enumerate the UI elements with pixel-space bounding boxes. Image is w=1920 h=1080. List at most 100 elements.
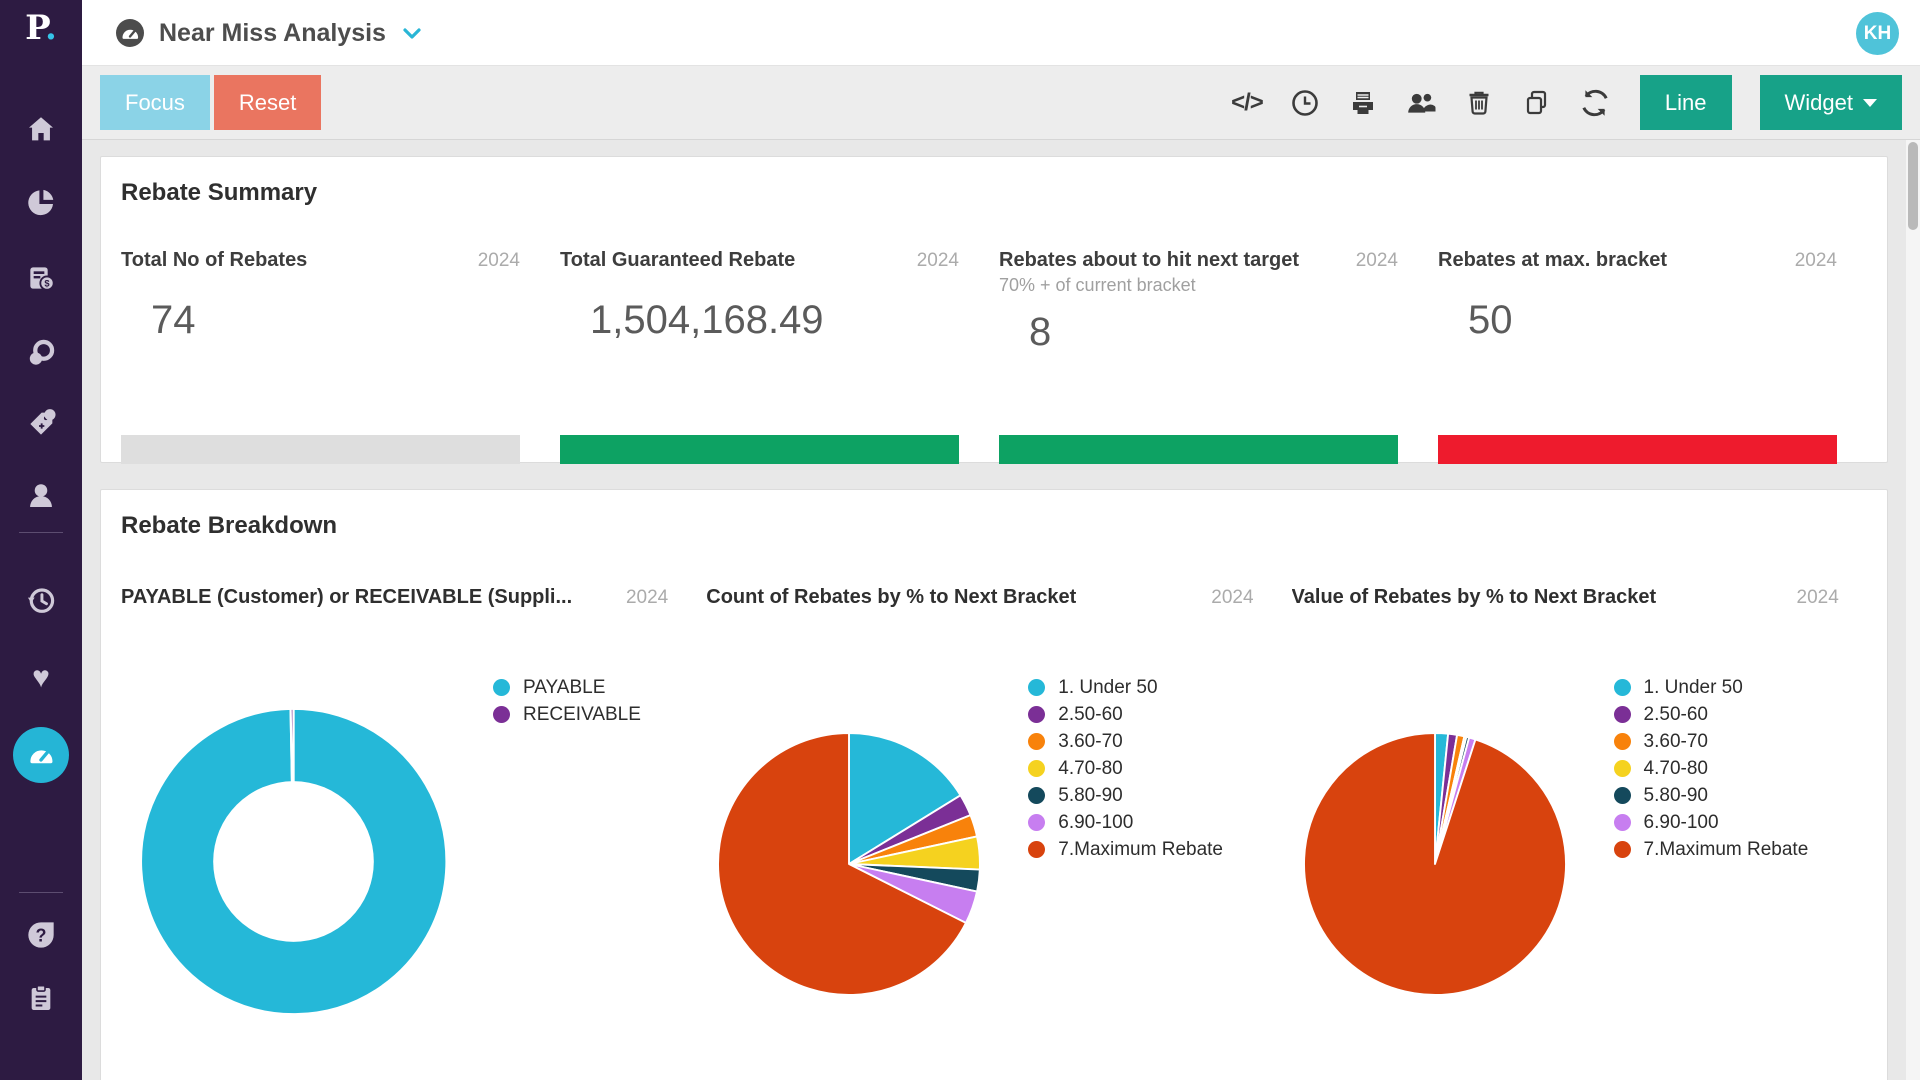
legend-label: RECEIVABLE [523,703,641,725]
focus-button[interactable]: Focus [100,75,210,130]
kpi-total-rebates: Total No of Rebates 2024 74 [121,249,560,464]
toolbar: Focus Reset </> Line Widget [82,66,1920,140]
scrollbar-thumb[interactable] [1908,142,1918,230]
legend-label: 5.80-90 [1643,784,1708,806]
sidebar-item-billing[interactable]: $ [0,250,82,306]
refresh-button[interactable] [1578,86,1612,120]
line-button[interactable]: Line [1639,75,1732,130]
legend-dot [1613,760,1631,777]
legend-label: 3.60-70 [1643,730,1708,752]
rebate-breakdown-card: Rebate Breakdown PAYABLE (Customer) or R… [100,489,1888,1080]
sidebar-item-pricing[interactable] [0,396,82,452]
legend-dot [1028,679,1046,696]
kpi-year: 2024 [1794,250,1837,271]
kpi-subtitle: 70% + of current bracket [999,275,1196,295]
kpi-bar [1438,435,1837,464]
pie-slice [1302,732,1567,996]
legend-label: 6.90-100 [1058,811,1134,833]
sidebar-item-dashboards[interactable] [0,727,82,783]
legend-label: 3.60-70 [1058,730,1123,752]
legend-dot [1028,787,1046,804]
sidebar: P. $ ♥ ? [0,0,82,1080]
legend-dot [1613,733,1631,750]
print-button[interactable] [1346,86,1380,120]
kpi-label: Total No of Rebates [121,249,308,271]
share-users-button[interactable] [1404,86,1438,120]
avatar[interactable]: KH [1856,12,1899,55]
sidebar-item-analytics[interactable] [0,174,82,230]
tag-icon [30,409,56,435]
page-title: Near Miss Analysis [159,18,386,47]
sidebar-item-deals[interactable] [0,325,82,381]
legend-item: 5.80-90 [1613,782,1809,809]
kpi-year: 2024 [1355,250,1398,271]
chart-title: Count of Rebates by % to Next Bracket [706,586,1077,608]
legend-item: 3.60-70 [1028,728,1223,755]
app-logo[interactable]: P. [25,8,57,48]
chart-year: 2024 [625,587,669,608]
legend-dot [493,706,510,723]
invoice-dollar-icon: $ [30,267,55,291]
legend-item: 1. Under 50 [1613,674,1809,701]
schedule-button[interactable] [1288,86,1322,120]
legend-label: 7.Maximum Rebate [1643,838,1809,860]
legend-label: 1. Under 50 [1058,676,1158,698]
chart-title: PAYABLE (Customer) or RECEIVABLE (Suppli… [121,586,573,608]
legend-item: 1. Under 50 [1028,674,1223,701]
sidebar-item-help[interactable]: ? [0,907,82,963]
legend-item: 7.Maximum Rebate [1613,836,1809,863]
chart-legend: 1. Under 50 2.50-60 3.60-70 4.70-80 5.80-90 6… [1028,674,1223,863]
reset-button[interactable]: Reset [213,75,322,130]
home-icon [29,117,53,141]
rebate-summary-card: Rebate Summary Total No of Rebates 2024 7… [100,156,1888,464]
pie-chart-icon [28,189,54,216]
user-icon [30,484,52,507]
legend-dot [1613,814,1631,831]
chart-legend: 1. Under 50 2.50-60 3.60-70 4.70-80 5.80-90 6… [1613,674,1809,863]
legend-dot [493,679,510,696]
sidebar-item-users[interactable] [0,467,82,523]
kpi-label: Rebates about to hit next target [999,249,1300,271]
legend-item: 2.50-60 [1028,701,1223,728]
legend-item: RECEIVABLE [493,701,641,728]
kpi-value: 50 [1468,298,1513,342]
chart-count-by-bracket: Count of Rebates by % to Next Bracket 202… [706,586,1291,1080]
legend-dot [1028,841,1046,858]
summary-title: Rebate Summary [121,179,318,206]
sidebar-item-tasks[interactable] [0,970,82,1026]
legend-label: 2.50-60 [1058,703,1123,725]
legend-item: 4.70-80 [1613,755,1809,782]
legend-label: 1. Under 50 [1643,676,1743,698]
vertical-scrollbar [1906,140,1920,1080]
kpi-label: Rebates at max. bracket [1438,249,1668,271]
legend-dot [1028,733,1046,750]
widget-button-label: Widget [1784,89,1853,115]
chart-year: 2024 [1796,587,1839,608]
sidebar-item-home[interactable] [0,101,82,157]
charts-row: PAYABLE (Customer) or RECEIVABLE (Suppli… [121,586,1877,1080]
code-button[interactable]: </> [1230,86,1264,120]
kpi-bar [560,435,959,464]
delete-button[interactable] [1462,86,1496,120]
kpi-bar [121,435,520,464]
sidebar-item-history[interactable] [0,572,82,628]
printer-icon [1352,91,1373,114]
widget-button[interactable]: Widget [1759,75,1902,130]
legend-item: 3.60-70 [1613,728,1809,755]
chevron-down-icon [1863,98,1877,107]
legend-item: 6.90-100 [1028,809,1223,836]
title-chevron-down-icon[interactable] [400,21,424,45]
kpi-guaranteed-rebate: Total Guaranteed Rebate 2024 1,504,168.49 [560,249,999,464]
svg-text:$: $ [44,278,50,288]
dashboard-gauge-icon [116,19,144,47]
sidebar-item-favorites[interactable]: ♥ [0,650,82,706]
kpi-value: 8 [1029,310,1052,354]
duplicate-button[interactable] [1520,86,1554,120]
pie-chart [717,732,982,996]
legend-item: 2.50-60 [1613,701,1809,728]
pie-slice [717,732,968,996]
kpi-value: 74 [151,298,196,342]
legend-item: 5.80-90 [1028,782,1223,809]
chart-year: 2024 [1211,587,1254,608]
